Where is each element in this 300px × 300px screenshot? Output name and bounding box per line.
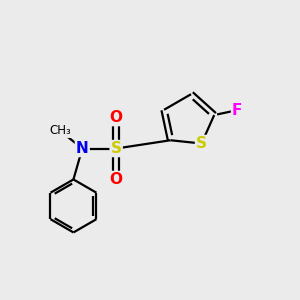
Text: O: O	[110, 110, 123, 125]
Text: S: S	[111, 141, 122, 156]
Text: N: N	[76, 141, 89, 156]
Text: S: S	[196, 136, 207, 151]
Text: CH₃: CH₃	[49, 124, 71, 137]
Text: O: O	[110, 172, 123, 187]
Text: F: F	[232, 103, 242, 118]
